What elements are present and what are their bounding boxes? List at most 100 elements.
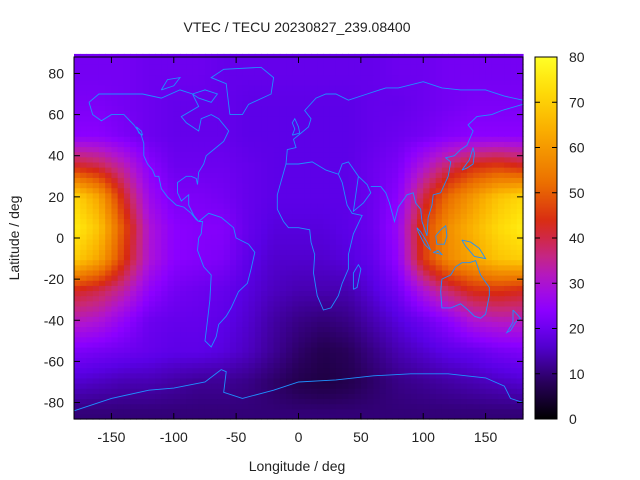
heatmap-cell bbox=[217, 388, 225, 394]
heatmap-cell bbox=[136, 311, 144, 317]
heatmap-cell bbox=[74, 131, 81, 137]
heatmap-cell bbox=[367, 398, 374, 405]
heatmap-cell bbox=[217, 213, 225, 220]
heatmap-cell bbox=[367, 233, 374, 240]
heatmap-cell bbox=[192, 95, 200, 101]
heatmap-cell bbox=[292, 218, 300, 225]
heatmap-cell bbox=[404, 280, 412, 286]
heatmap-cell bbox=[173, 177, 181, 184]
heatmap-cell bbox=[398, 136, 406, 142]
heatmap-cell bbox=[354, 372, 362, 379]
heatmap-cell bbox=[504, 161, 512, 168]
heatmap-cell bbox=[504, 239, 512, 245]
heatmap-cell bbox=[454, 249, 462, 256]
heatmap-cell bbox=[98, 326, 106, 333]
heatmap-cell bbox=[130, 285, 137, 292]
heatmap-cell bbox=[267, 161, 275, 168]
heatmap-cell bbox=[354, 269, 362, 276]
heatmap-cell bbox=[273, 403, 281, 410]
heatmap-cell bbox=[435, 254, 443, 261]
heatmap-cell bbox=[441, 393, 449, 400]
heatmap-cell bbox=[261, 388, 268, 394]
heatmap-cell bbox=[335, 275, 343, 281]
heatmap-cell bbox=[410, 197, 418, 204]
heatmap-cell bbox=[516, 305, 524, 312]
heatmap-cell bbox=[498, 244, 505, 250]
heatmap-cell bbox=[435, 341, 443, 348]
heatmap-cell bbox=[155, 403, 162, 410]
heatmap-cell bbox=[342, 249, 349, 256]
heatmap-cell bbox=[74, 213, 81, 220]
heatmap-cell bbox=[192, 357, 200, 364]
heatmap-cell bbox=[473, 156, 480, 163]
heatmap-cell bbox=[292, 408, 300, 415]
heatmap-cell bbox=[92, 341, 100, 348]
heatmap-cell bbox=[167, 89, 175, 96]
heatmap-cell bbox=[360, 110, 368, 117]
heatmap-cell bbox=[105, 367, 113, 374]
heatmap-cell bbox=[198, 300, 206, 307]
heatmap-cell bbox=[98, 249, 106, 256]
heatmap-cell bbox=[186, 141, 194, 148]
heatmap-cell bbox=[385, 146, 393, 153]
heatmap-cell bbox=[173, 321, 181, 328]
heatmap-cell bbox=[317, 233, 325, 240]
heatmap-cell bbox=[323, 336, 331, 343]
heatmap-cell bbox=[335, 388, 343, 394]
heatmap-cell bbox=[286, 79, 293, 86]
heatmap-cell bbox=[342, 254, 349, 261]
heatmap-cell bbox=[367, 341, 374, 348]
heatmap-cell bbox=[229, 197, 237, 204]
heatmap-cell bbox=[105, 69, 113, 76]
heatmap-cell bbox=[279, 125, 287, 132]
heatmap-cell bbox=[304, 197, 312, 204]
heatmap-cell bbox=[323, 290, 331, 297]
heatmap-cell bbox=[142, 161, 150, 168]
heatmap-cell bbox=[441, 403, 449, 410]
heatmap-cell bbox=[86, 413, 94, 420]
heatmap-cell bbox=[441, 228, 449, 235]
heatmap-cell bbox=[392, 408, 399, 415]
heatmap-cell bbox=[180, 141, 187, 148]
heatmap-cell bbox=[360, 161, 368, 168]
heatmap-cell bbox=[504, 280, 512, 286]
heatmap-cell bbox=[105, 388, 113, 394]
heatmap-cell bbox=[510, 285, 518, 292]
heatmap-cell bbox=[441, 398, 449, 405]
heatmap-cell bbox=[74, 79, 81, 86]
heatmap-cell bbox=[460, 316, 468, 322]
heatmap-cell bbox=[310, 398, 318, 405]
heatmap-cell bbox=[485, 131, 493, 137]
heatmap-cell bbox=[304, 172, 312, 178]
heatmap-cell bbox=[186, 120, 194, 127]
heatmap-cell bbox=[173, 403, 181, 410]
heatmap-cell bbox=[385, 316, 393, 322]
heatmap-cell bbox=[348, 208, 356, 214]
heatmap-cell bbox=[279, 79, 287, 86]
heatmap-cell bbox=[304, 244, 312, 250]
heatmap-cell bbox=[242, 177, 250, 184]
heatmap-cell bbox=[348, 213, 356, 220]
heatmap-cell bbox=[248, 167, 256, 173]
heatmap-cell bbox=[117, 69, 125, 76]
heatmap-cell bbox=[186, 295, 194, 302]
heatmap-cell bbox=[223, 254, 231, 261]
heatmap-cell bbox=[342, 167, 349, 173]
heatmap-cell bbox=[286, 393, 293, 400]
heatmap-cell bbox=[323, 141, 331, 148]
heatmap-cell bbox=[292, 269, 300, 276]
heatmap-cell bbox=[342, 347, 349, 353]
heatmap-cell bbox=[142, 136, 150, 142]
heatmap-cell bbox=[304, 105, 312, 112]
heatmap-cell bbox=[392, 197, 399, 204]
heatmap-cell bbox=[248, 218, 256, 225]
heatmap-cell bbox=[198, 182, 206, 189]
heatmap-cell bbox=[186, 383, 194, 389]
heatmap-cell bbox=[261, 393, 268, 400]
heatmap-cell bbox=[491, 413, 499, 420]
heatmap-cell bbox=[304, 269, 312, 276]
heatmap-cell bbox=[379, 203, 387, 209]
heatmap-cell bbox=[485, 239, 493, 245]
heatmap-cell bbox=[217, 393, 225, 400]
heatmap-cell bbox=[211, 69, 219, 76]
